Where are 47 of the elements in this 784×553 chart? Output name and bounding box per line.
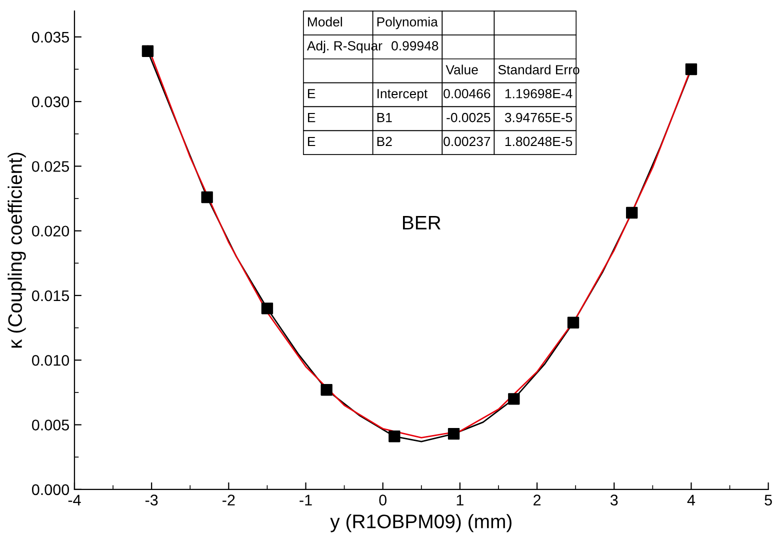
point — [142, 45, 154, 57]
y-tick-label: 0.025 — [32, 161, 69, 172]
y-axis-title: κ (Coupling coefficient) — [8, 152, 26, 348]
annotation: Value — [446, 64, 478, 74]
annotation: Intercept — [378, 89, 428, 101]
annotation: Polynomia — [377, 16, 438, 30]
x-tick-label: 1 — [456, 494, 464, 506]
point — [626, 206, 638, 219]
annotation: 1.19698E-4 — [505, 88, 572, 98]
point — [388, 430, 400, 442]
x-tick-label: 3 — [610, 494, 618, 506]
annotation: 0.00466 — [444, 88, 490, 98]
annotation: E — [308, 89, 316, 98]
y-tick-label: 0.000 — [32, 484, 70, 496]
point — [201, 191, 213, 204]
x-tick-label: -4 — [68, 494, 81, 506]
point — [448, 428, 460, 440]
y-tick-label: 0.035 — [32, 32, 69, 43]
annotation: B2 — [377, 136, 392, 146]
point — [508, 393, 520, 405]
x-tick-label: -1 — [300, 494, 312, 506]
annotation: 0.99948 — [392, 41, 438, 50]
point — [261, 302, 274, 314]
annotation: 1.80248E-5 — [505, 136, 572, 146]
annotation: Model — [308, 16, 342, 27]
annotation: 0.00237 — [444, 136, 490, 146]
annotation: -0.0025 — [446, 112, 490, 122]
annotation: BER — [403, 216, 440, 230]
x-tick-label: -2 — [222, 494, 235, 506]
y-tick-label: 0.010 — [32, 354, 70, 366]
x-axis-title: y (R1OBPM09) (mm) — [330, 514, 512, 532]
annotation: E — [308, 136, 316, 146]
y-tick-label: 0.020 — [32, 226, 70, 237]
x-tick-label: 4 — [687, 494, 696, 506]
y-tick-label: 0.005 — [32, 420, 69, 430]
y-tick-label: 0.030 — [32, 96, 70, 108]
point — [320, 384, 332, 396]
y-tick-label: 0.015 — [32, 290, 69, 302]
annotation: E — [308, 113, 316, 122]
x-tick-label: 5 — [764, 494, 772, 506]
annotation: B1 — [377, 113, 392, 122]
annotation: 3.94765E-5 — [504, 112, 572, 122]
x-tick-label: -3 — [145, 494, 158, 506]
x-tick-label: 0 — [379, 494, 387, 506]
x-tick-label: 2 — [534, 494, 541, 506]
point — [685, 63, 698, 76]
point — [567, 316, 580, 328]
